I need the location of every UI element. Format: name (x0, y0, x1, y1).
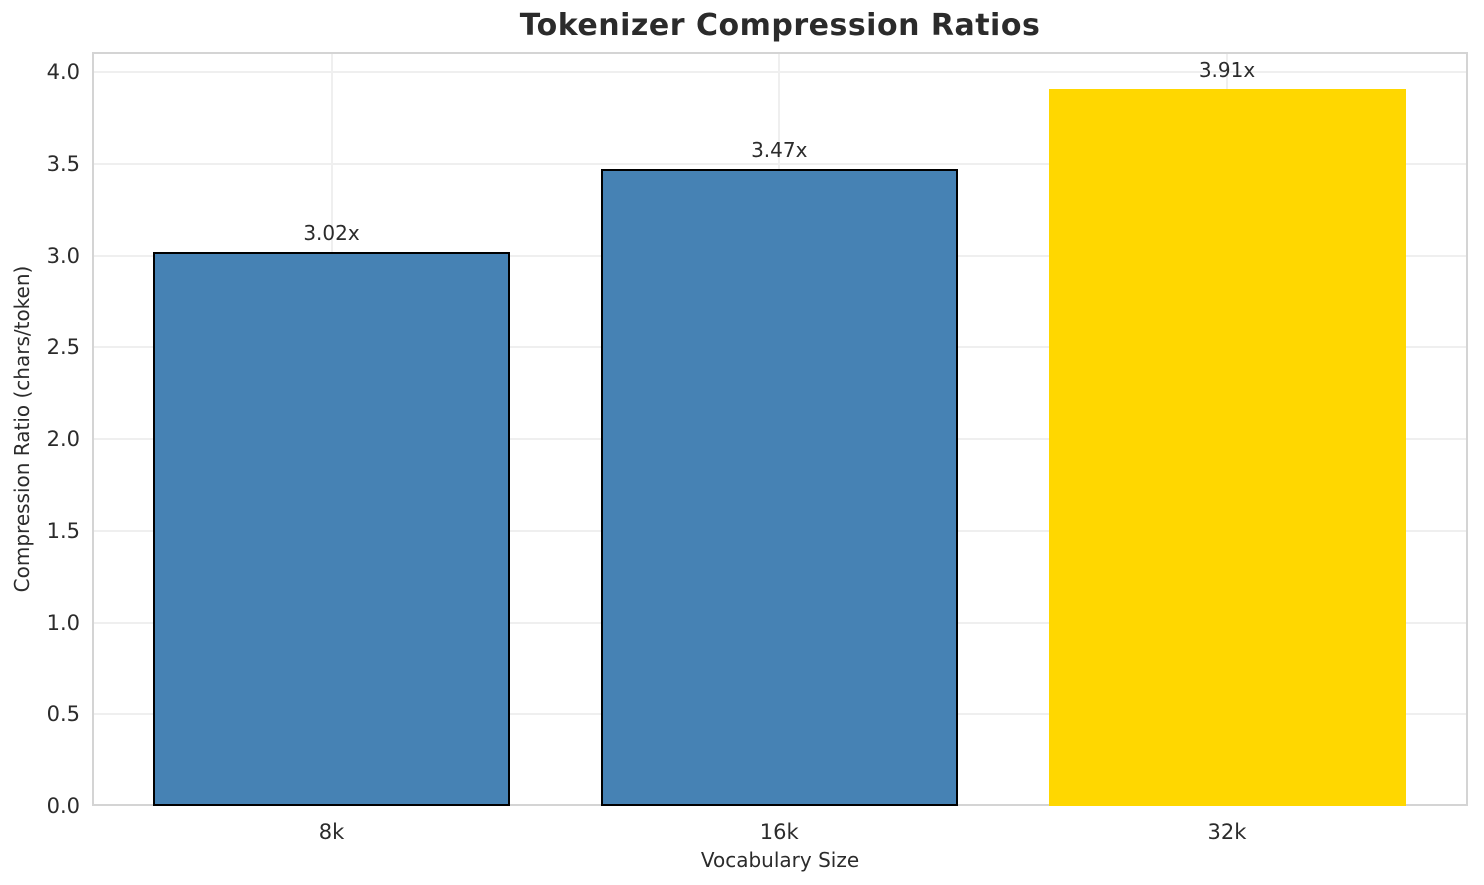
bar-value-label: 3.02x (303, 220, 360, 245)
y-tick-label: 4.0 (46, 60, 80, 84)
y-tick-label: 3.0 (46, 243, 80, 268)
y-tick-label: 2.0 (46, 427, 80, 451)
bar-value-label: 3.91x (1198, 57, 1256, 82)
chart-title: Tokenizer Compression Ratios (519, 8, 1041, 43)
y-tick-label: 1.5 (46, 518, 80, 543)
bar-8k (153, 251, 510, 806)
y-tick-label: 0.0 (46, 794, 80, 818)
x-tick-label: 32k (1207, 820, 1247, 844)
x-axis-label: Vocabulary Size (700, 848, 860, 872)
bar-32k (1048, 88, 1406, 806)
y-tick-label: 1.0 (46, 610, 80, 635)
y-tick-label: 3.5 (46, 151, 80, 176)
x-tick-label: 8k (318, 820, 345, 844)
bar-16k (600, 169, 958, 806)
y-tick-label: 2.5 (46, 335, 80, 360)
y-tick-label: 0.5 (46, 702, 80, 727)
x-tick-label: 16k (759, 820, 799, 844)
bar-value-label: 3.47x (751, 138, 808, 163)
